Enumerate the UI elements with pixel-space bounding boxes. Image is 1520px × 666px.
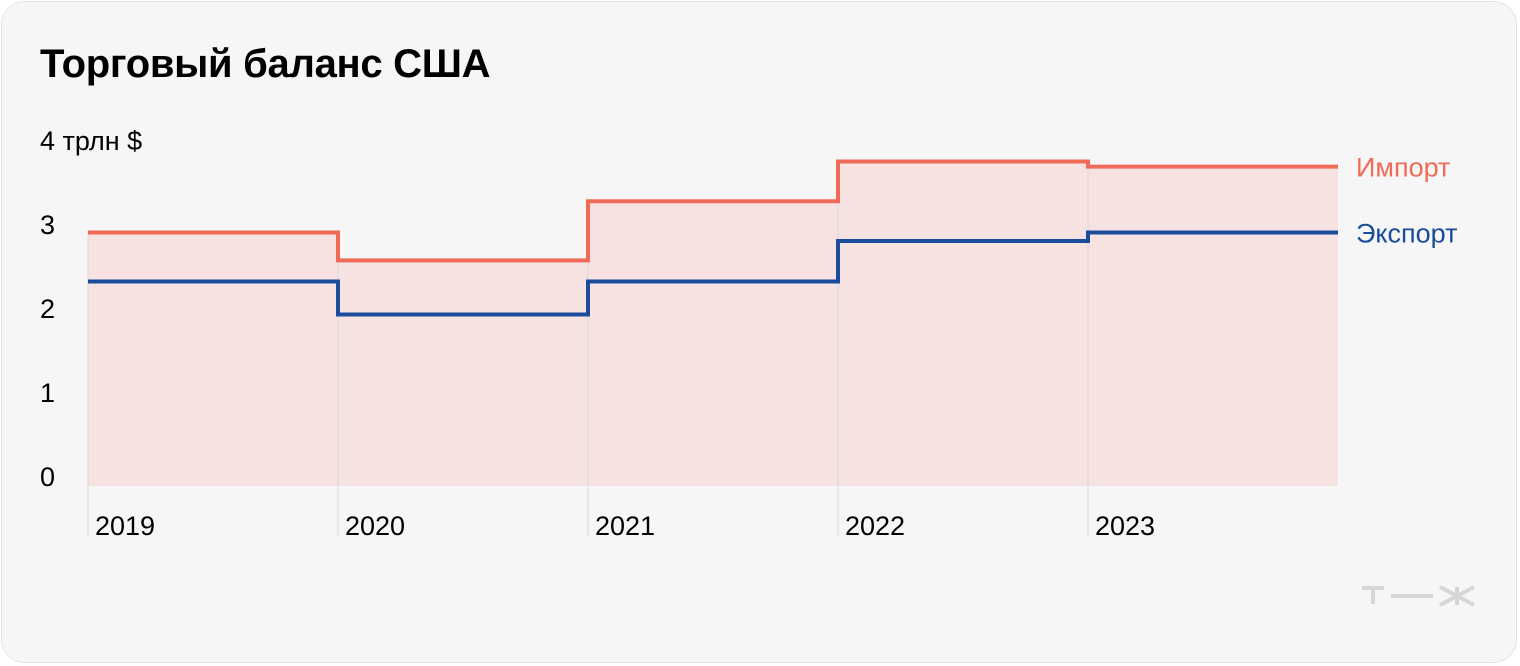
y-tick-label-0: 0 xyxy=(40,462,55,492)
import-area-fill xyxy=(88,161,1338,486)
import-step-line xyxy=(88,159,1338,263)
x-tick-label-2019: 2019 xyxy=(95,511,155,541)
x-tick-label-2023: 2023 xyxy=(1095,511,1155,541)
y-tick-label-1: 1 xyxy=(40,378,55,408)
export-step-line xyxy=(88,230,1338,317)
import-series-label: Импорт xyxy=(1356,153,1450,183)
chart-title: Торговый баланс США xyxy=(40,42,491,86)
x-tick-label-2022: 2022 xyxy=(845,511,905,541)
y-tick-label-3: 3 xyxy=(40,210,55,240)
y-tick-label-4: 4 трлн $ xyxy=(40,126,142,156)
export-series-label: Экспорт xyxy=(1356,219,1457,249)
x-tick-label-2021: 2021 xyxy=(595,511,655,541)
x-tick-label-2020: 2020 xyxy=(345,511,405,541)
tzh-logo-icon xyxy=(1362,585,1475,607)
y-tick-label-2: 2 xyxy=(40,294,55,324)
